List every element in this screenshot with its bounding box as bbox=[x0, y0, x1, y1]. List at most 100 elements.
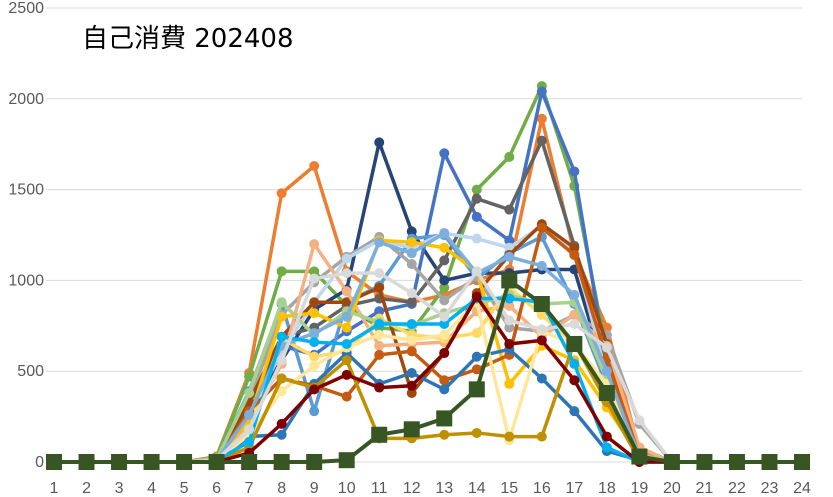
series-4 bbox=[49, 86, 807, 467]
data-point bbox=[309, 337, 320, 348]
data-point bbox=[504, 204, 515, 215]
data-point bbox=[471, 364, 482, 375]
data-point bbox=[406, 226, 417, 237]
data-point bbox=[309, 160, 320, 171]
data-point bbox=[309, 351, 320, 362]
series-13 bbox=[49, 222, 807, 467]
data-point bbox=[276, 386, 287, 397]
data-point bbox=[601, 342, 612, 353]
data-point bbox=[471, 427, 482, 438]
data-point bbox=[728, 454, 745, 470]
series-6 bbox=[49, 230, 807, 467]
data-point bbox=[143, 454, 160, 470]
data-point bbox=[244, 437, 255, 448]
data-point bbox=[406, 248, 417, 259]
data-point bbox=[374, 329, 385, 340]
series-1 bbox=[49, 113, 807, 467]
data-point bbox=[306, 454, 323, 470]
data-point bbox=[309, 360, 320, 371]
data-point bbox=[631, 448, 648, 465]
x-tick-label: 4 bbox=[147, 480, 156, 497]
data-point bbox=[406, 387, 417, 398]
data-point bbox=[663, 454, 680, 470]
x-tick-label: 17 bbox=[565, 480, 583, 497]
data-point bbox=[504, 378, 515, 389]
data-point bbox=[309, 273, 320, 284]
series-line bbox=[54, 89, 802, 464]
x-tick-label: 12 bbox=[403, 480, 421, 497]
data-point bbox=[309, 266, 320, 277]
data-point bbox=[276, 297, 287, 308]
data-point bbox=[601, 442, 612, 453]
data-point bbox=[439, 242, 450, 253]
data-point bbox=[536, 309, 547, 320]
x-tick-label: 24 bbox=[793, 480, 811, 497]
data-point bbox=[439, 148, 450, 159]
data-point bbox=[536, 431, 547, 442]
series-10 bbox=[49, 239, 807, 467]
data-point bbox=[536, 113, 547, 124]
data-point bbox=[471, 266, 482, 277]
data-point bbox=[471, 184, 482, 195]
data-point bbox=[504, 293, 515, 304]
data-point bbox=[761, 454, 778, 470]
x-tick-label: 22 bbox=[728, 480, 746, 497]
data-point bbox=[273, 454, 290, 470]
series-14 bbox=[49, 344, 807, 467]
data-point bbox=[111, 454, 128, 470]
data-point bbox=[634, 415, 645, 426]
series-line bbox=[54, 340, 802, 464]
data-point bbox=[569, 406, 580, 417]
series-7 bbox=[49, 231, 807, 467]
data-point bbox=[439, 318, 450, 329]
data-point bbox=[439, 228, 450, 239]
data-point bbox=[536, 222, 547, 233]
x-tick-label: 16 bbox=[533, 480, 551, 497]
data-point bbox=[244, 409, 255, 420]
series-line bbox=[54, 231, 802, 464]
data-point bbox=[696, 454, 713, 470]
chart-title: 自己消費 202408 bbox=[82, 24, 294, 54]
series-line bbox=[54, 238, 802, 464]
gridlines bbox=[46, 7, 802, 463]
data-point bbox=[569, 318, 580, 329]
series-2 bbox=[49, 81, 807, 467]
series-line bbox=[54, 225, 802, 464]
data-point bbox=[566, 335, 583, 352]
data-point bbox=[208, 454, 225, 470]
data-point bbox=[309, 239, 320, 250]
data-point bbox=[406, 297, 417, 308]
data-point bbox=[309, 328, 320, 339]
data-point bbox=[436, 410, 453, 427]
data-point bbox=[341, 322, 352, 333]
data-point bbox=[504, 338, 515, 349]
data-point bbox=[341, 253, 352, 264]
data-point bbox=[276, 418, 287, 429]
data-point bbox=[341, 311, 352, 322]
data-point bbox=[338, 452, 355, 469]
data-point bbox=[374, 349, 385, 360]
data-point bbox=[471, 193, 482, 204]
data-point bbox=[244, 387, 255, 398]
data-point bbox=[244, 371, 255, 382]
data-point bbox=[504, 315, 515, 326]
data-point bbox=[374, 340, 385, 351]
x-tick-label: 13 bbox=[435, 480, 453, 497]
data-point bbox=[341, 338, 352, 349]
data-point bbox=[406, 259, 417, 270]
data-point bbox=[439, 282, 450, 293]
data-point bbox=[276, 373, 287, 384]
data-point bbox=[468, 381, 485, 398]
data-point bbox=[406, 380, 417, 391]
data-point bbox=[276, 429, 287, 440]
data-point bbox=[569, 166, 580, 177]
data-point bbox=[374, 237, 385, 248]
data-point bbox=[406, 346, 417, 357]
x-tick-label: 23 bbox=[761, 480, 779, 497]
data-point bbox=[276, 331, 287, 342]
series-line bbox=[54, 117, 802, 464]
data-point bbox=[536, 324, 547, 335]
data-point bbox=[504, 300, 515, 311]
data-point bbox=[406, 335, 417, 346]
